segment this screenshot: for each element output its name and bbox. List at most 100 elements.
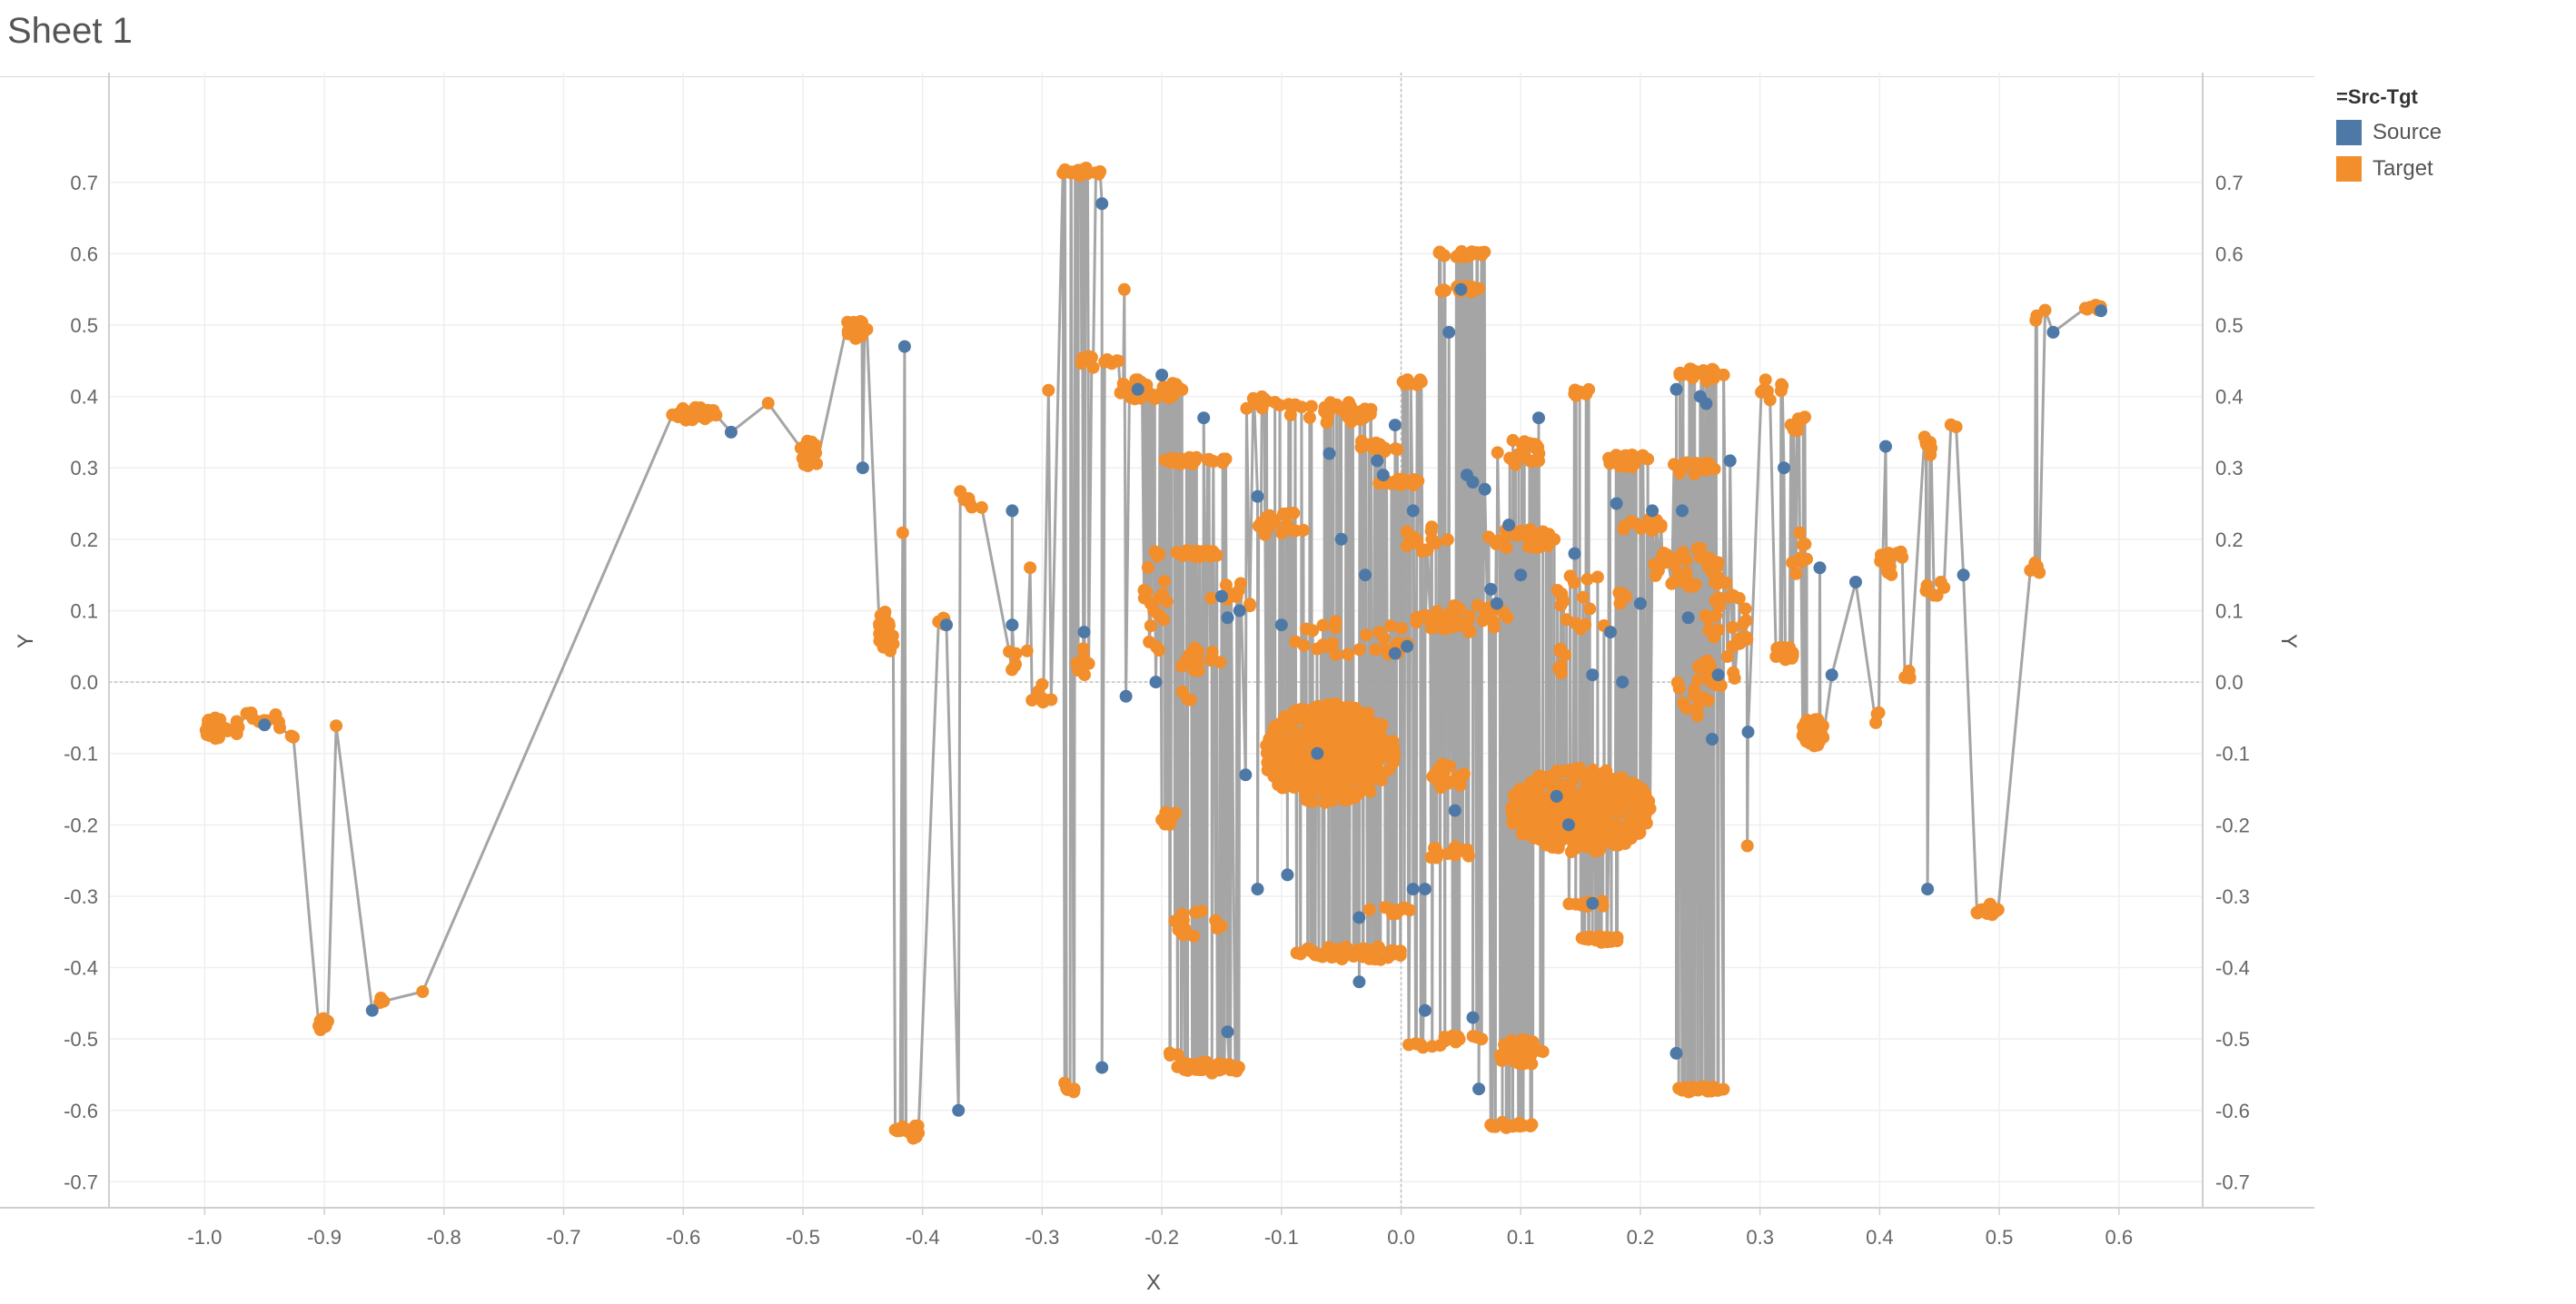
source-point: [1221, 1025, 1234, 1039]
target-point: [900, 1124, 914, 1138]
target-point: [1304, 400, 1318, 413]
source-point: [1352, 975, 1366, 989]
target-point: [1346, 711, 1360, 724]
source-point: [1418, 1003, 1432, 1017]
legend-item-source[interactable]: Source: [2336, 114, 2563, 151]
source-point: [1359, 568, 1372, 582]
target-point: [1428, 767, 1442, 781]
target-point: [1691, 673, 1705, 687]
target-point: [1260, 746, 1273, 760]
target-point: [2031, 565, 2045, 578]
scatter-chart[interactable]: -1.0 -0.9 -0.8 -0.7 -0.6 -0.5 -0.4 -0.3 -0.2 -0.1…: [0, 0, 2314, 1304]
source-point: [1077, 626, 1091, 639]
legend-item-target[interactable]: Target: [2336, 151, 2563, 187]
target-point: [1613, 597, 1627, 610]
source-points: [258, 197, 2107, 1117]
target-point: [1194, 904, 1208, 918]
target-point: [912, 1126, 926, 1140]
y-tick-label-left: 0.7: [70, 172, 98, 194]
target-point: [1402, 1038, 1415, 1052]
source-point: [1550, 789, 1563, 803]
target-point: [1393, 944, 1407, 958]
target-point: [843, 321, 857, 334]
target-point: [1143, 635, 1156, 648]
target-point: [1124, 390, 1137, 404]
y-tick-label-left: -0.1: [64, 743, 98, 766]
target-point: [1558, 779, 1570, 793]
source-point: [1388, 419, 1402, 432]
target-point: [1234, 577, 1247, 590]
target-point: [1711, 570, 1725, 584]
target-point: [1094, 165, 1107, 178]
source-point: [1006, 618, 1019, 632]
target-point: [1240, 401, 1253, 415]
target-point: [1362, 746, 1376, 759]
target-point: [1688, 683, 1701, 696]
y-tick-label-right: 0.2: [2215, 529, 2244, 551]
target-point: [1182, 546, 1195, 559]
target-point: [1689, 457, 1703, 470]
target-point: [1615, 787, 1629, 801]
target-point: [1195, 545, 1209, 558]
target-point: [1517, 1119, 1530, 1132]
target-point: [1562, 897, 1576, 911]
target-point: [1349, 948, 1362, 962]
target-point: [1451, 619, 1464, 633]
target-point: [1560, 613, 1573, 627]
source-point: [1532, 411, 1545, 425]
x-tick-label: -0.6: [666, 1226, 700, 1249]
target-point: [1526, 529, 1540, 542]
target-point: [1703, 457, 1716, 470]
target-point: [1566, 787, 1580, 801]
y-tick-label-right: 0.1: [2215, 599, 2244, 622]
target-point: [1793, 526, 1807, 539]
target-point: [1286, 523, 1300, 537]
source-point: [1352, 911, 1366, 924]
legend-title: =Src-Tgt: [2336, 85, 2418, 108]
target-point: [1701, 694, 1715, 707]
target-point: [1541, 838, 1555, 852]
x-tick-label: -0.4: [906, 1226, 940, 1249]
x-axis-title: X: [1146, 1270, 1161, 1295]
target-point: [1263, 513, 1277, 527]
target-point: [1612, 586, 1626, 599]
x-tick-label: 0.6: [2105, 1226, 2134, 1249]
y-tick-label-left: -0.7: [64, 1171, 98, 1193]
target-point: [1406, 530, 1420, 544]
target-point: [1082, 350, 1095, 363]
target-point: [1543, 536, 1556, 548]
target-point: [1282, 398, 1295, 411]
target-point: [1801, 732, 1815, 746]
target-point: [1451, 249, 1464, 262]
target-point: [1352, 784, 1364, 797]
target-point: [1694, 541, 1708, 555]
target-point: [1570, 762, 1582, 775]
target-point: [1482, 530, 1495, 544]
target-point: [1162, 391, 1175, 405]
target-point: [416, 985, 430, 998]
target-point: [1554, 667, 1568, 680]
target-point: [1271, 746, 1284, 760]
target-point: [1318, 795, 1332, 809]
target-point: [1070, 657, 1084, 670]
target-point: [1544, 819, 1558, 833]
target-point: [1503, 451, 1517, 465]
y-tick-label-left: 0.6: [70, 242, 98, 265]
target-point: [1451, 1030, 1465, 1043]
source-point: [1706, 733, 1719, 746]
target-point: [1175, 907, 1189, 921]
axis-labels: -1.0 -0.9 -0.8 -0.7 -0.6 -0.5 -0.4 -0.3 -0.2 -0.1…: [64, 172, 2250, 1249]
source-point: [1604, 626, 1617, 639]
target-point: [1362, 903, 1376, 916]
target-point: [1917, 430, 1931, 444]
target-point: [1378, 901, 1392, 914]
sheet-title: Sheet 1: [7, 11, 133, 51]
target-point: [805, 435, 818, 449]
target-point: [1575, 807, 1589, 821]
source-point: [1197, 411, 1211, 425]
target-point: [1484, 1118, 1498, 1131]
y-tick-label-right: 0.7: [2215, 172, 2244, 194]
target-point: [246, 712, 260, 726]
source-point: [1813, 561, 1827, 575]
target-point: [1200, 1061, 1214, 1074]
